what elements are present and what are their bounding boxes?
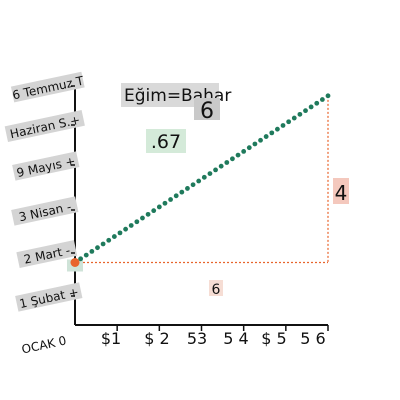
slope-triangle: 4 6 [75,95,349,298]
series-dot [263,134,269,139]
series-dot [218,163,224,169]
y-tick-label: OCAK 0 [20,333,67,356]
y-tick-label-background [16,240,78,268]
x-tick-label: 5 4 [223,329,248,348]
series-dot [190,182,196,188]
series-dot [106,237,112,243]
series-dot [241,148,247,154]
series-dot [83,252,89,258]
series-dot [314,100,320,106]
y-tick-label-background [4,110,85,143]
fraction-numerator: 6 [200,99,214,124]
series-dot [100,241,106,247]
run-label: 6 [212,282,221,298]
series-dot [95,245,100,251]
series-dot [258,137,263,143]
series-dot [156,204,162,210]
series-dot [280,123,286,128]
y-tick: OCAK 0 [20,333,67,356]
series-dot [207,171,213,177]
x-tick-label: 53 [187,329,207,348]
series-dot [303,108,308,114]
series-dot [252,141,258,147]
y-tick: 9 Mayıs + [12,151,80,181]
series-dot [286,119,292,125]
x-tick-labels: $1 $ 2 53 5 4 $ 5 5 6 [101,325,329,348]
x-tick-label: $1 [101,329,121,348]
series-dot [117,230,123,236]
series-dot [173,193,179,199]
series-dot [134,219,140,225]
slope-decimal-background [146,129,186,153]
series-dot [325,93,331,99]
y-tick-label-background [15,282,83,312]
series-dot [201,174,207,180]
rise-label: 4 [335,181,348,205]
start-marker [70,258,80,267]
y-tick: 3 Nisan - [11,196,79,226]
series-dot [78,256,84,262]
y-tick-label-background [10,71,85,103]
slope-decimal: .67 [151,131,181,153]
series-dot [230,156,235,162]
run-label-background [209,280,223,296]
y-tick-label: Haziran S.+ [9,113,82,141]
series-dot [291,115,297,121]
series-dot [185,186,190,191]
y-tick: Haziran S.+ [4,110,85,143]
series-dot [89,248,95,254]
series-line [67,93,331,272]
series-dot [151,208,157,214]
series-dot [196,178,202,184]
x-tick-label: $ 5 [261,329,286,348]
series-dot [128,223,134,228]
y-tick-label-background [12,151,80,181]
chart-title-group: Eğim=Bahar 6 .67 [121,83,231,153]
rise-label-background [333,178,349,204]
series-dot [269,130,275,136]
series-dot [319,97,325,102]
series-dot [111,234,117,239]
series-dot [246,145,252,151]
series-dot [179,189,185,195]
series-dot [162,200,168,206]
x-tick-label: 5 6 [300,329,325,348]
y-tick: 1 Şubat + [15,282,83,312]
series-dot [275,126,280,132]
series-dot [168,197,173,202]
x-tick-label: $ 2 [144,329,169,348]
series-dot [213,167,218,173]
y-tick-label-background [11,196,79,226]
series-dot [297,111,303,117]
series-dot [140,215,145,221]
series-dot [235,152,241,158]
y-tick-labels: OCAK 01 Şubat +2 Mart -3 Nisan -9 Mayıs … [4,71,86,357]
series-dot [224,160,230,165]
series-dot [308,104,314,110]
fraction-numerator-background [194,98,220,120]
series-dot [145,211,151,217]
series-dot [123,226,128,232]
